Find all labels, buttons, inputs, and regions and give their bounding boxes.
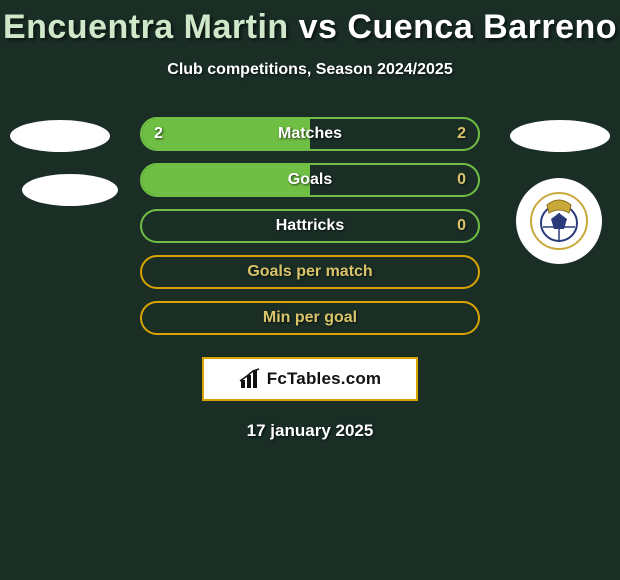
stat-label: Hattricks	[276, 217, 344, 235]
brand-text: FcTables.com	[267, 369, 382, 389]
player2-placeholder-oval	[510, 120, 610, 152]
stat-row: 2 2 Matches	[140, 117, 480, 151]
player1-name: Encuentra Martin	[3, 8, 289, 46]
crest-icon	[529, 191, 589, 251]
date-text: 17 january 2025	[0, 421, 620, 441]
player1-placeholder-oval-2	[22, 174, 118, 206]
stat-value-right: 0	[457, 217, 466, 235]
stat-row: Min per goal	[140, 301, 480, 335]
stat-label: Goals	[288, 171, 332, 189]
brand-badge: FcTables.com	[202, 357, 418, 401]
bars-icon	[239, 368, 261, 390]
page-title: Encuentra Martin vs Cuenca Barreno	[0, 0, 620, 47]
stat-label: Goals per match	[247, 263, 372, 281]
stat-fill	[142, 165, 310, 195]
player1-placeholder-oval	[10, 120, 110, 152]
vs-text: vs	[299, 8, 338, 46]
stat-label: Matches	[278, 125, 342, 143]
player2-name: Cuenca Barreno	[347, 8, 617, 46]
stat-label: Min per goal	[263, 309, 357, 327]
club-crest	[516, 178, 602, 264]
subtitle: Club competitions, Season 2024/2025	[0, 61, 620, 79]
stat-row: 0 Goals	[140, 163, 480, 197]
stat-value-right: 2	[457, 125, 466, 143]
stat-value-right: 0	[457, 171, 466, 189]
stat-row: Goals per match	[140, 255, 480, 289]
stat-row: 0 Hattricks	[140, 209, 480, 243]
stat-value-left: 2	[154, 125, 163, 143]
